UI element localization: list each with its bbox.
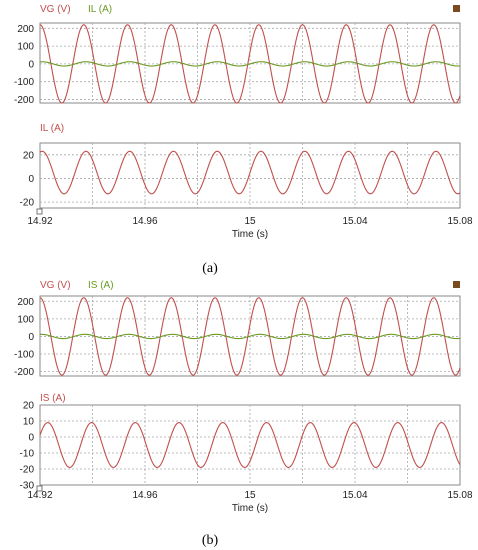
x-tick-label: 15: [244, 490, 256, 501]
x-tick-label: 14.92: [27, 490, 52, 501]
y-tick-label: 0: [28, 433, 34, 444]
caption-a: (a): [202, 261, 218, 276]
y-tick-label: 0: [28, 332, 34, 343]
origin-marker: [36, 485, 43, 492]
x-tick-label: 15.04: [342, 490, 367, 501]
y-tick-label: -10: [20, 449, 35, 460]
series-line-1: [39, 24, 461, 104]
x-tick-label: 14.96: [132, 216, 157, 227]
y-tick-label: -30: [20, 481, 35, 492]
series-line-1: [39, 297, 461, 376]
x-axis-label: Time (s): [232, 503, 268, 514]
series-line-1: [39, 150, 461, 195]
panel-3: 200 100 0 -100 -200 VG (V) IS (A): [14, 280, 461, 378]
series-line-2: [39, 61, 461, 67]
legend-entry: VG (V): [40, 4, 71, 15]
y-tick-label: 20: [23, 150, 35, 161]
panel-4: 20 10 0 -10 -20 -30 IS (A) 14.92 14.96 15 15.04 15.…: [20, 393, 473, 514]
y-tick-label: -20: [20, 198, 35, 209]
y-tick-label: -100: [14, 77, 34, 88]
legend-entry: IS (A): [88, 280, 114, 291]
panel-1: 200 100 0 -100 -200 VG (V) IL (A): [14, 4, 461, 106]
legend-entry: IL (A): [88, 4, 112, 15]
y-tick-label: 0: [28, 174, 34, 185]
series-line-1: [39, 422, 461, 468]
x-tick-label: 15.04: [342, 216, 367, 227]
legend-entry: IS (A): [40, 393, 66, 404]
x-tick-label: 15.08: [447, 490, 472, 501]
x-tick-label: 15.08: [447, 216, 472, 227]
y-tick-label: 100: [17, 42, 34, 53]
x-axis-label: Time (s): [232, 229, 268, 240]
y-tick-label: 10: [23, 417, 35, 428]
y-tick-label: 20: [23, 401, 35, 412]
y-tick-label: 100: [17, 314, 34, 325]
y-tick-label: -200: [14, 367, 34, 378]
caption-b: (b): [202, 533, 219, 548]
origin-marker: [36, 208, 43, 215]
y-tick-label: 200: [17, 24, 34, 35]
y-tick-label: -20: [20, 465, 35, 476]
y-tick-label: -100: [14, 350, 34, 361]
marker-square: [453, 5, 460, 12]
y-tick-label: 200: [17, 297, 34, 308]
legend-entry: IL (A): [40, 123, 64, 134]
y-tick-label: 0: [28, 59, 34, 70]
x-tick-label: 14.96: [132, 490, 157, 501]
y-tick-label: -200: [14, 95, 34, 106]
panel-2: 20 0 -20 IL (A) 14.92 14.96 15 15.04 15.08 Time (…: [20, 123, 473, 240]
legend-entry: VG (V): [40, 280, 71, 291]
marker-square: [453, 281, 460, 288]
x-tick-label: 15: [244, 216, 256, 227]
series-line-2: [39, 333, 461, 340]
x-tick-label: 14.92: [27, 216, 52, 227]
